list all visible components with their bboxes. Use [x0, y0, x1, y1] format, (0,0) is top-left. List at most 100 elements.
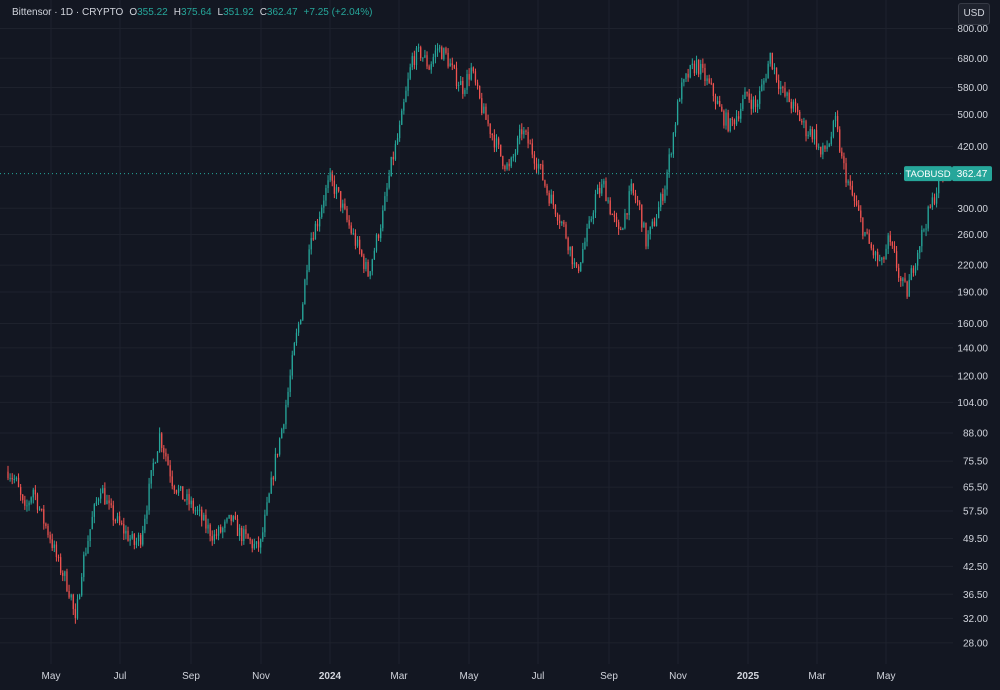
candle-body[interactable]: [925, 228, 927, 230]
candle-body[interactable]: [110, 503, 112, 506]
candle-body[interactable]: [759, 90, 761, 104]
candle-body[interactable]: [41, 508, 43, 510]
candle-body[interactable]: [727, 112, 729, 131]
candle-body[interactable]: [601, 184, 603, 194]
candle-body[interactable]: [137, 534, 140, 542]
candle-body[interactable]: [9, 477, 11, 479]
candle-body[interactable]: [51, 539, 53, 548]
candle-body[interactable]: [17, 477, 20, 487]
candle-body[interactable]: [489, 123, 491, 134]
candle-body[interactable]: [417, 47, 420, 49]
candle-body[interactable]: [466, 74, 468, 90]
candle-body[interactable]: [575, 262, 578, 267]
candle-body[interactable]: [695, 59, 698, 74]
candle-body[interactable]: [74, 608, 77, 618]
candle-body[interactable]: [723, 110, 725, 126]
candle-body[interactable]: [704, 67, 706, 82]
candle-body[interactable]: [744, 91, 746, 100]
candle-body[interactable]: [321, 207, 323, 217]
candle-body[interactable]: [121, 523, 123, 525]
candle-body[interactable]: [125, 530, 127, 534]
candle-body[interactable]: [140, 534, 142, 545]
candle-body[interactable]: [666, 172, 668, 190]
candle-body[interactable]: [34, 489, 37, 495]
candle-body[interactable]: [649, 226, 651, 235]
candle-body[interactable]: [356, 239, 359, 246]
candle-body[interactable]: [834, 115, 837, 122]
candle-body[interactable]: [81, 576, 83, 596]
candle-body[interactable]: [904, 278, 906, 282]
candle-body[interactable]: [818, 146, 820, 148]
candle-body[interactable]: [207, 524, 209, 529]
candle-body[interactable]: [460, 81, 462, 86]
candle-body[interactable]: [238, 527, 241, 536]
candle-body[interactable]: [424, 55, 426, 58]
candle-body[interactable]: [862, 217, 864, 236]
candle-body[interactable]: [479, 86, 481, 99]
candle-body[interactable]: [413, 56, 416, 66]
candle-body[interactable]: [887, 235, 889, 249]
candle-body[interactable]: [664, 189, 666, 201]
candle-body[interactable]: [647, 234, 649, 247]
candle-body[interactable]: [470, 67, 472, 80]
candle-body[interactable]: [53, 544, 55, 548]
candle-body[interactable]: [474, 71, 477, 83]
candle-body[interactable]: [93, 504, 95, 517]
candle-body[interactable]: [504, 166, 506, 170]
candle-body[interactable]: [679, 99, 681, 102]
candle-body[interactable]: [548, 192, 550, 204]
candle-body[interactable]: [742, 99, 744, 109]
candle-body[interactable]: [434, 50, 437, 58]
candle-body[interactable]: [59, 557, 62, 573]
candle-body[interactable]: [146, 510, 148, 519]
candle-body[interactable]: [519, 129, 521, 139]
candle-body[interactable]: [582, 248, 584, 263]
candle-body[interactable]: [451, 63, 453, 66]
candle-body[interactable]: [331, 172, 333, 181]
candle-body[interactable]: [794, 101, 797, 107]
candle-body[interactable]: [565, 224, 567, 238]
candle-body[interactable]: [116, 516, 119, 521]
candle-body[interactable]: [224, 521, 226, 528]
candle-body[interactable]: [657, 207, 660, 219]
candle-body[interactable]: [921, 229, 923, 247]
candle-body[interactable]: [438, 47, 441, 49]
candle-body[interactable]: [782, 86, 784, 89]
candle-body[interactable]: [584, 241, 586, 249]
candle-body[interactable]: [281, 429, 283, 439]
candle-body[interactable]: [592, 212, 595, 220]
candle-body[interactable]: [546, 185, 548, 193]
candle-body[interactable]: [624, 213, 626, 229]
candle-body[interactable]: [66, 571, 68, 592]
candle-body[interactable]: [196, 509, 199, 511]
candle-body[interactable]: [348, 219, 350, 226]
candle-body[interactable]: [609, 200, 611, 215]
candle-body[interactable]: [215, 534, 218, 536]
candle-body[interactable]: [249, 538, 251, 541]
candle-body[interactable]: [163, 447, 165, 453]
candle-body[interactable]: [297, 324, 300, 333]
candle-body[interactable]: [735, 116, 738, 125]
candle-body[interactable]: [177, 488, 180, 493]
candle-body[interactable]: [780, 86, 782, 89]
candle-body[interactable]: [773, 67, 776, 69]
candle-body[interactable]: [344, 203, 346, 209]
currency-button[interactable]: USD: [958, 3, 990, 25]
candle-body[interactable]: [337, 187, 340, 192]
candle-body[interactable]: [912, 268, 915, 273]
candle-body[interactable]: [849, 181, 851, 186]
candle-body[interactable]: [847, 181, 849, 183]
candle-body[interactable]: [754, 99, 757, 107]
candle-body[interactable]: [409, 67, 411, 79]
candle-body[interactable]: [78, 595, 81, 600]
candle-body[interactable]: [626, 213, 628, 215]
candle-body[interactable]: [529, 143, 531, 145]
candle-body[interactable]: [91, 516, 93, 530]
candle-body[interactable]: [559, 220, 561, 224]
candle-body[interactable]: [150, 470, 152, 484]
candle-body[interactable]: [333, 180, 336, 194]
candle-body[interactable]: [929, 206, 931, 208]
candle-body[interactable]: [382, 210, 384, 229]
candle-body[interactable]: [234, 516, 237, 519]
candle-body[interactable]: [55, 544, 58, 558]
